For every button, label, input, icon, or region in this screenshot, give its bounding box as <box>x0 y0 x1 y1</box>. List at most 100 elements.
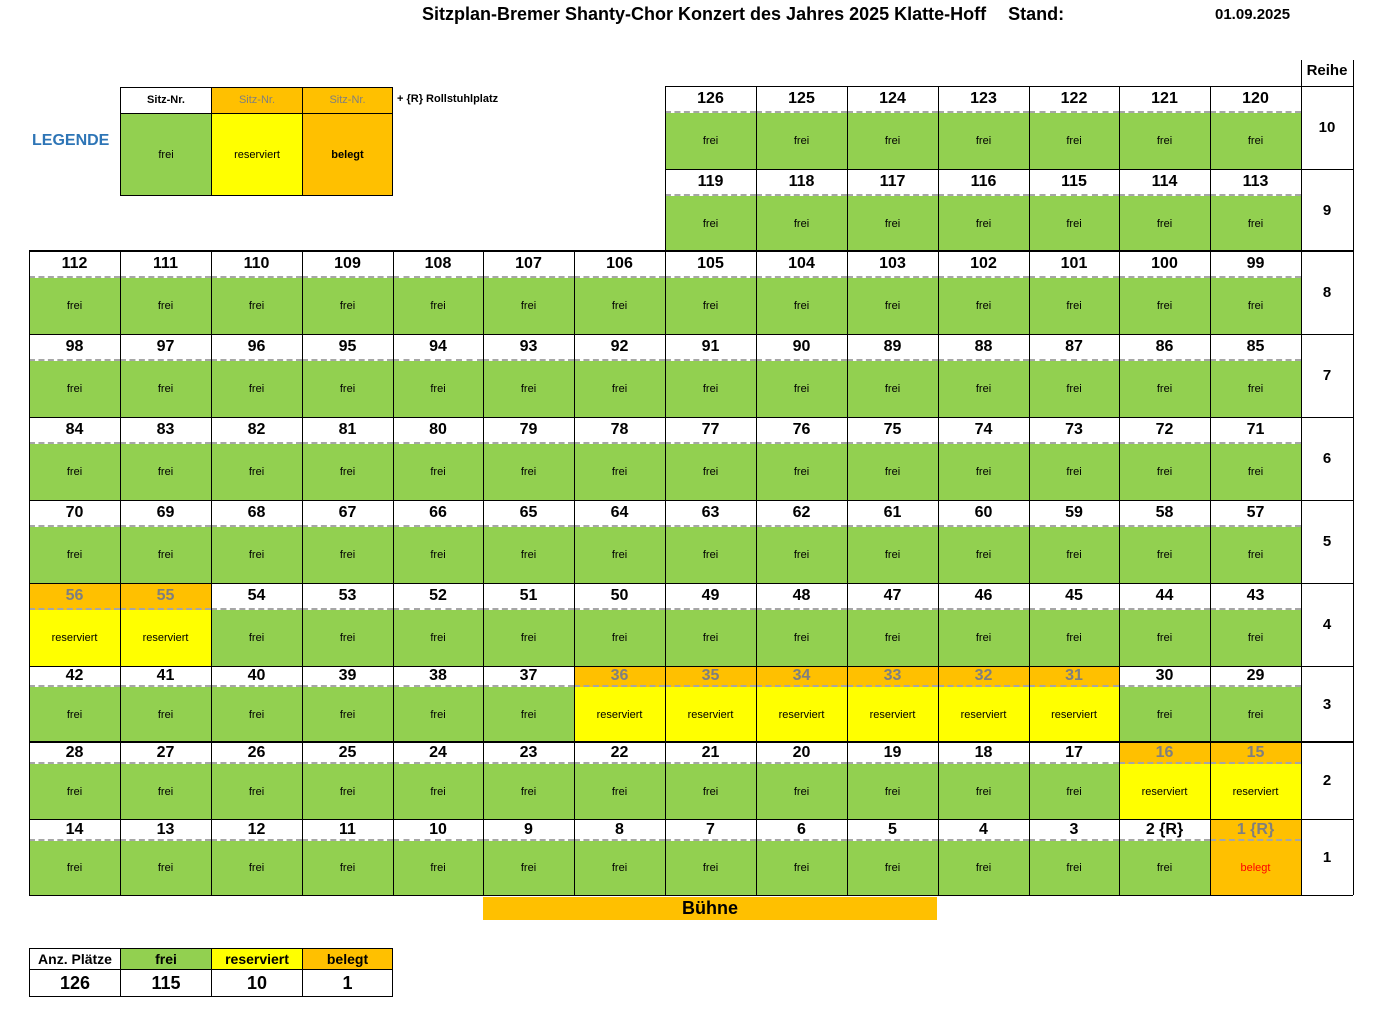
seat[interactable]: 68 frei <box>211 501 302 583</box>
seat[interactable]: 112 frei <box>29 252 120 334</box>
seat[interactable]: 25 frei <box>302 743 393 819</box>
seat[interactable]: 82 frei <box>211 418 302 500</box>
seat[interactable]: 105 frei <box>665 252 756 334</box>
seat[interactable]: 41 frei <box>120 667 211 742</box>
seat[interactable]: 84 frei <box>29 418 120 500</box>
seat[interactable]: 50 frei <box>574 584 665 666</box>
seat[interactable]: 124 frei <box>847 87 938 169</box>
seat[interactable]: 80 frei <box>393 418 483 500</box>
seat[interactable]: 14 frei <box>29 820 120 895</box>
seat[interactable]: 109 frei <box>302 252 393 334</box>
seat[interactable]: 79 frei <box>483 418 574 500</box>
seat[interactable]: 123 frei <box>938 87 1029 169</box>
seat[interactable]: 16 reserviert <box>1119 743 1210 819</box>
seat[interactable]: 63 frei <box>665 501 756 583</box>
seat[interactable]: 34 reserviert <box>756 667 847 742</box>
seat[interactable]: 99 frei <box>1210 252 1301 334</box>
seat[interactable]: 44 frei <box>1119 584 1210 666</box>
seat[interactable]: 59 frei <box>1029 501 1119 583</box>
seat[interactable]: 86 frei <box>1119 335 1210 417</box>
seat[interactable]: 114 frei <box>1119 170 1210 251</box>
seat[interactable]: 111 frei <box>120 252 211 334</box>
seat[interactable]: 120 frei <box>1210 87 1301 169</box>
seat[interactable]: 119 frei <box>665 170 756 251</box>
seat[interactable]: 19 frei <box>847 743 938 819</box>
seat[interactable]: 87 frei <box>1029 335 1119 417</box>
seat[interactable]: 17 frei <box>1029 743 1119 819</box>
seat[interactable]: 118 frei <box>756 170 847 251</box>
seat[interactable]: 85 frei <box>1210 335 1301 417</box>
seat[interactable]: 49 frei <box>665 584 756 666</box>
seat[interactable]: 4 frei <box>938 820 1029 895</box>
seat[interactable]: 30 frei <box>1119 667 1210 742</box>
seat[interactable]: 116 frei <box>938 170 1029 251</box>
seat[interactable]: 121 frei <box>1119 87 1210 169</box>
seat[interactable]: 58 frei <box>1119 501 1210 583</box>
seat[interactable]: 88 frei <box>938 335 1029 417</box>
seat[interactable]: 117 frei <box>847 170 938 251</box>
seat[interactable]: 77 frei <box>665 418 756 500</box>
seat[interactable]: 102 frei <box>938 252 1029 334</box>
seat[interactable]: 103 frei <box>847 252 938 334</box>
seat[interactable]: 8 frei <box>574 820 665 895</box>
seat[interactable]: 6 frei <box>756 820 847 895</box>
seat[interactable]: 104 frei <box>756 252 847 334</box>
seat[interactable]: 35 reserviert <box>665 667 756 742</box>
seat[interactable]: 65 frei <box>483 501 574 583</box>
seat[interactable]: 66 frei <box>393 501 483 583</box>
seat[interactable]: 69 frei <box>120 501 211 583</box>
seat[interactable]: 92 frei <box>574 335 665 417</box>
seat[interactable]: 24 frei <box>393 743 483 819</box>
seat[interactable]: 51 frei <box>483 584 574 666</box>
seat[interactable]: 31 reserviert <box>1029 667 1119 742</box>
seat[interactable]: 13 frei <box>120 820 211 895</box>
seat[interactable]: 125 frei <box>756 87 847 169</box>
seat[interactable]: 126 frei <box>665 87 756 169</box>
seat[interactable]: 71 frei <box>1210 418 1301 500</box>
seat[interactable]: 15 reserviert <box>1210 743 1301 819</box>
seat[interactable]: 107 frei <box>483 252 574 334</box>
seat[interactable]: 70 frei <box>29 501 120 583</box>
seat[interactable]: 96 frei <box>211 335 302 417</box>
seat[interactable]: 20 frei <box>756 743 847 819</box>
seat[interactable]: 52 frei <box>393 584 483 666</box>
seat[interactable]: 7 frei <box>665 820 756 895</box>
seat[interactable]: 2 {R} frei <box>1119 820 1210 895</box>
seat[interactable]: 33 reserviert <box>847 667 938 742</box>
seat[interactable]: 106 frei <box>574 252 665 334</box>
seat[interactable]: 45 frei <box>1029 584 1119 666</box>
seat[interactable]: 93 frei <box>483 335 574 417</box>
seat[interactable]: 98 frei <box>29 335 120 417</box>
seat[interactable]: 67 frei <box>302 501 393 583</box>
seat[interactable]: 38 frei <box>393 667 483 742</box>
seat[interactable]: 21 frei <box>665 743 756 819</box>
seat[interactable]: 48 frei <box>756 584 847 666</box>
seat[interactable]: 72 frei <box>1119 418 1210 500</box>
seat[interactable]: 60 frei <box>938 501 1029 583</box>
seat[interactable]: 54 frei <box>211 584 302 666</box>
seat[interactable]: 101 frei <box>1029 252 1119 334</box>
seat[interactable]: 57 frei <box>1210 501 1301 583</box>
seat[interactable]: 29 frei <box>1210 667 1301 742</box>
seat[interactable]: 64 frei <box>574 501 665 583</box>
seat[interactable]: 37 frei <box>483 667 574 742</box>
seat[interactable]: 97 frei <box>120 335 211 417</box>
seat[interactable]: 22 frei <box>574 743 665 819</box>
seat[interactable]: 47 frei <box>847 584 938 666</box>
seat[interactable]: 73 frei <box>1029 418 1119 500</box>
seat[interactable]: 115 frei <box>1029 170 1119 251</box>
seat[interactable]: 27 frei <box>120 743 211 819</box>
seat[interactable]: 75 frei <box>847 418 938 500</box>
seat[interactable]: 11 frei <box>302 820 393 895</box>
seat[interactable]: 74 frei <box>938 418 1029 500</box>
seat[interactable]: 42 frei <box>29 667 120 742</box>
seat[interactable]: 89 frei <box>847 335 938 417</box>
seat[interactable]: 12 frei <box>211 820 302 895</box>
seat[interactable]: 55 reserviert <box>120 584 211 666</box>
seat[interactable]: 90 frei <box>756 335 847 417</box>
seat[interactable]: 1 {R} belegt <box>1210 820 1301 895</box>
seat[interactable]: 40 frei <box>211 667 302 742</box>
seat[interactable]: 5 frei <box>847 820 938 895</box>
seat[interactable]: 43 frei <box>1210 584 1301 666</box>
seat[interactable]: 94 frei <box>393 335 483 417</box>
